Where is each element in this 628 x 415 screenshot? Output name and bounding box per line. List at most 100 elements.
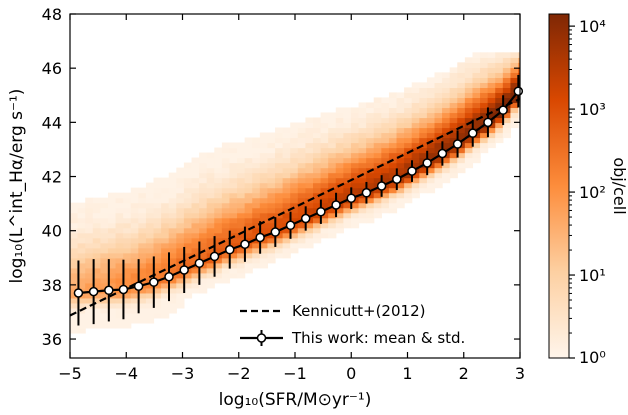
heatmap-cell bbox=[449, 92, 458, 99]
heatmap-cell bbox=[426, 107, 436, 114]
heatmap-cell bbox=[252, 202, 261, 209]
heatmap-cell bbox=[161, 262, 170, 269]
heatmap-cell bbox=[404, 137, 413, 144]
heatmap-cell bbox=[138, 217, 147, 224]
heatmap-cell bbox=[92, 282, 101, 289]
heatmap-cell bbox=[502, 52, 512, 58]
heatmap-cell bbox=[366, 207, 375, 214]
heatmap-cell bbox=[161, 187, 170, 194]
heatmap-cell bbox=[464, 162, 474, 169]
heatmap-cell bbox=[328, 152, 337, 159]
heatmap-cell bbox=[214, 197, 223, 204]
heatmap-cell bbox=[85, 317, 94, 324]
heatmap-cell bbox=[290, 162, 299, 169]
heatmap-cell bbox=[92, 262, 101, 269]
heatmap-cell bbox=[123, 192, 132, 199]
colorbar-ticks: 10⁰ 10¹ 10² 10³ 10⁴ bbox=[569, 17, 606, 367]
heatmap-cell bbox=[259, 252, 269, 259]
heatmap-cell bbox=[107, 227, 117, 234]
heatmap-cell bbox=[320, 122, 329, 129]
heatmap-cell bbox=[419, 92, 428, 99]
heatmap-cell bbox=[526, 57, 534, 63]
heatmap-cell bbox=[275, 147, 284, 154]
heatmap-cell bbox=[434, 77, 443, 83]
heatmap-cell bbox=[297, 137, 306, 144]
heatmap-cell bbox=[130, 242, 139, 249]
heatmap-cell bbox=[168, 257, 177, 264]
heatmap-cell bbox=[495, 117, 504, 124]
heatmap-cell bbox=[313, 192, 322, 199]
heatmap-cell bbox=[153, 297, 162, 304]
heatmap-cell bbox=[282, 227, 291, 234]
heatmap-cell bbox=[275, 142, 284, 149]
heatmap-cell bbox=[221, 192, 231, 199]
heatmap-cell bbox=[130, 217, 139, 224]
heatmap-cell bbox=[229, 142, 238, 149]
heatmap-cell bbox=[350, 117, 360, 124]
heatmap-cell bbox=[100, 312, 109, 319]
heatmap-cell bbox=[487, 132, 496, 139]
heatmap-cell bbox=[161, 192, 170, 199]
heatmap-cell bbox=[510, 67, 519, 73]
heatmap-cell bbox=[123, 197, 132, 204]
heatmap-cell bbox=[404, 162, 413, 169]
heatmap-cell bbox=[244, 157, 253, 164]
heatmap-cell bbox=[123, 262, 132, 269]
heatmap-cell bbox=[343, 182, 352, 189]
heatmap-cell bbox=[77, 237, 86, 244]
heatmap-cell bbox=[214, 192, 223, 199]
heatmap-cell bbox=[275, 127, 284, 134]
heatmap-cell bbox=[161, 217, 170, 224]
heatmap-cell bbox=[396, 102, 405, 109]
heatmap-cell bbox=[244, 142, 253, 149]
heatmap-cell bbox=[297, 182, 306, 189]
heatmap-cell bbox=[138, 297, 147, 304]
heatmap-cell bbox=[153, 257, 162, 264]
heatmap-cell bbox=[464, 97, 474, 104]
heatmap-cell bbox=[328, 132, 337, 139]
heatmap-cell bbox=[168, 237, 177, 244]
heatmap-cell bbox=[221, 207, 231, 214]
heatmap-cell bbox=[328, 217, 337, 224]
heatmap-cell bbox=[229, 147, 238, 154]
heatmap-cell bbox=[199, 207, 208, 214]
heatmap-cell bbox=[381, 162, 390, 169]
heatmap-cell bbox=[183, 187, 193, 194]
heatmap-cell bbox=[313, 177, 322, 184]
heatmap-cell bbox=[138, 222, 147, 229]
heatmap-cell bbox=[244, 202, 253, 209]
heatmap-cell bbox=[411, 87, 420, 94]
heatmap-cell bbox=[381, 127, 390, 134]
heatmap-cell bbox=[77, 217, 86, 224]
heatmap-cell bbox=[297, 157, 306, 164]
heatmap-cell bbox=[449, 117, 458, 124]
heatmap-cell bbox=[457, 127, 466, 134]
heatmap-cell bbox=[305, 122, 314, 129]
heatmap-cell bbox=[100, 257, 109, 264]
heatmap-cell bbox=[335, 117, 344, 124]
heatmap-cell bbox=[77, 262, 86, 269]
heatmap-cell bbox=[419, 112, 428, 119]
heatmap-cell bbox=[107, 322, 117, 329]
heatmap-cell bbox=[487, 57, 496, 63]
heatmap-cell bbox=[388, 107, 398, 114]
heatmap-cell bbox=[396, 132, 405, 139]
heatmap-cell bbox=[366, 112, 375, 119]
heatmap-cell bbox=[85, 237, 94, 244]
heatmap-cell bbox=[145, 312, 155, 319]
heatmap-cell bbox=[275, 207, 284, 214]
heatmap-cell bbox=[343, 147, 352, 154]
heatmap-cell bbox=[259, 262, 269, 269]
heatmap-cell bbox=[123, 282, 132, 289]
heatmap-cell bbox=[290, 197, 299, 204]
heatmap-cell bbox=[115, 262, 124, 269]
heatmap-cell bbox=[320, 192, 329, 199]
heatmap-cell bbox=[449, 172, 458, 179]
heatmap-cell bbox=[199, 177, 208, 184]
heatmap-cell bbox=[457, 112, 466, 119]
heatmap-cell bbox=[464, 102, 474, 109]
heatmap-cell bbox=[495, 127, 504, 134]
heatmap-cell bbox=[70, 287, 79, 294]
heatmap-cell bbox=[487, 102, 496, 109]
